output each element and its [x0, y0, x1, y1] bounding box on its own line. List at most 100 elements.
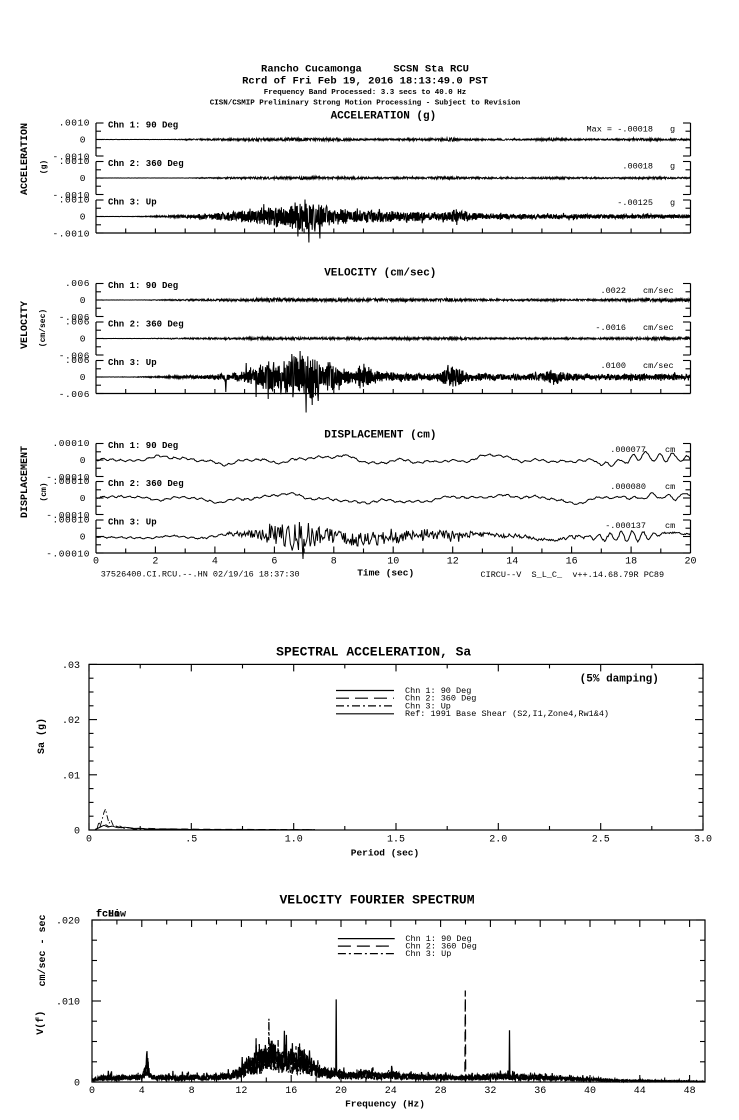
- svg-text:1.0: 1.0: [285, 835, 303, 846]
- svg-text:4: 4: [139, 1086, 145, 1097]
- svg-text:.000080: .000080: [610, 482, 646, 492]
- svg-text:-.0010: -.0010: [52, 151, 90, 162]
- svg-text:DISPLACEMENT: DISPLACEMENT: [20, 446, 31, 518]
- svg-text:Chn 1: 90 Deg: Chn 1: 90 Deg: [405, 686, 471, 696]
- svg-text:4: 4: [212, 557, 218, 568]
- svg-text:48: 48: [684, 1086, 696, 1097]
- svg-text:cm: cm: [665, 482, 675, 492]
- svg-text:.5: .5: [185, 835, 197, 846]
- svg-text:fcHi: fcHi: [96, 909, 120, 921]
- svg-text:40: 40: [584, 1086, 596, 1097]
- svg-text:SPECTRAL ACCELERATION, Sa: SPECTRAL ACCELERATION, Sa: [276, 645, 471, 660]
- svg-text:14: 14: [506, 557, 518, 568]
- svg-text:6: 6: [271, 557, 277, 568]
- svg-text:20: 20: [335, 1086, 347, 1097]
- svg-text:cm/sec: cm/sec: [643, 286, 674, 296]
- svg-text:0: 0: [93, 557, 99, 568]
- svg-text:Frequency Band Processed: 3.3: Frequency Band Processed: 3.3 secs to 40…: [264, 89, 467, 97]
- svg-text:0: 0: [80, 212, 86, 223]
- svg-text:0: 0: [89, 1086, 95, 1097]
- svg-text:0: 0: [80, 493, 86, 504]
- svg-text:CISN/CSMIP Preliminary Strong: CISN/CSMIP Preliminary Strong Motion Pro…: [210, 99, 521, 107]
- svg-text:Chn 3: Up: Chn 3: Up: [108, 358, 157, 368]
- svg-text:12: 12: [447, 557, 459, 568]
- svg-text:cm: cm: [665, 445, 675, 455]
- svg-text:.00010: .00010: [52, 438, 90, 449]
- svg-text:-.000137: -.000137: [605, 521, 646, 531]
- svg-text:2: 2: [152, 557, 158, 568]
- svg-text:.000077: .000077: [610, 445, 646, 455]
- svg-text:Max =: Max =: [587, 125, 613, 135]
- svg-text:ACCELERATION (g): ACCELERATION (g): [331, 110, 437, 122]
- svg-text:.02: .02: [62, 716, 80, 727]
- svg-text:Period (sec): Period (sec): [351, 848, 419, 859]
- svg-text:ACCELERATION: ACCELERATION: [20, 123, 31, 195]
- svg-text:44: 44: [634, 1086, 646, 1097]
- svg-text:12: 12: [235, 1086, 247, 1097]
- svg-text:28: 28: [435, 1086, 447, 1097]
- svg-text:Chn 2: 360 Deg: Chn 2: 360 Deg: [405, 942, 476, 952]
- svg-text:(g): (g): [40, 160, 49, 174]
- svg-text:0: 0: [80, 455, 86, 466]
- svg-text:Chn 1: 90 Deg: Chn 1: 90 Deg: [405, 934, 471, 944]
- svg-text:-.006: -.006: [59, 389, 90, 400]
- svg-text:0: 0: [80, 334, 86, 345]
- svg-text:-.0010: -.0010: [52, 190, 90, 201]
- svg-text:Chn 1: 90 Deg: Chn 1: 90 Deg: [108, 121, 178, 131]
- svg-text:24: 24: [385, 1086, 397, 1097]
- svg-text:fcLow: fcLow: [96, 909, 126, 921]
- svg-text:VELOCITY: VELOCITY: [20, 301, 31, 349]
- svg-text:Chn 2: 360 Deg: Chn 2: 360 Deg: [405, 694, 476, 704]
- svg-text:Chn 3: Up: Chn 3: Up: [108, 518, 157, 528]
- svg-text:cm/sec - sec: cm/sec - sec: [37, 914, 49, 986]
- svg-text:.0100: .0100: [600, 361, 626, 371]
- svg-text:Rancho Cucamonga SCSN Sta: Rancho Cucamonga SCSN Sta RCU: [261, 64, 469, 76]
- svg-text:Chn 3: Up: Chn 3: Up: [405, 949, 451, 959]
- svg-text:Sa (g): Sa (g): [36, 718, 48, 754]
- svg-text:.006: .006: [65, 278, 90, 289]
- svg-text:.03: .03: [62, 661, 80, 672]
- svg-text:(cm): (cm): [40, 482, 49, 501]
- svg-text:0: 0: [74, 827, 80, 838]
- svg-text:1.5: 1.5: [387, 835, 405, 846]
- svg-text:0: 0: [74, 1079, 80, 1090]
- svg-text:16: 16: [566, 557, 578, 568]
- svg-text:.00018: .00018: [622, 161, 653, 171]
- svg-text:Frequency (Hz): Frequency (Hz): [345, 1099, 425, 1110]
- svg-text:g: g: [670, 161, 675, 171]
- svg-text:.010: .010: [56, 998, 80, 1009]
- svg-text:-.006: -.006: [59, 350, 90, 361]
- svg-text:.006: .006: [65, 317, 90, 328]
- svg-text:.0010: .0010: [59, 156, 90, 167]
- svg-text:Chn 3: Up: Chn 3: Up: [108, 198, 157, 208]
- svg-text:20: 20: [684, 557, 696, 568]
- svg-text:VELOCITY FOURIER SPECTRUM: VELOCITY FOURIER SPECTRUM: [279, 893, 474, 908]
- svg-text:0: 0: [80, 295, 86, 306]
- svg-text:36: 36: [534, 1086, 546, 1097]
- svg-text:0: 0: [80, 372, 86, 383]
- svg-text:Chn 2: 360 Deg: Chn 2: 360 Deg: [108, 159, 184, 169]
- svg-text:10: 10: [387, 557, 399, 568]
- svg-text:-.006: -.006: [59, 312, 90, 323]
- svg-text:.00010: .00010: [52, 476, 90, 487]
- svg-text:Chn 1: 90 Deg: Chn 1: 90 Deg: [108, 281, 178, 291]
- svg-text:8: 8: [331, 557, 337, 568]
- svg-text:18: 18: [625, 557, 637, 568]
- svg-text:.0022: .0022: [600, 286, 626, 296]
- svg-text:-.00010: -.00010: [46, 548, 90, 559]
- svg-text:0: 0: [80, 532, 86, 543]
- svg-text:cm: cm: [665, 521, 675, 531]
- svg-text:37526400.CI.RCU.--.HN 02/19/16: 37526400.CI.RCU.--.HN 02/19/16 18:37:30: [101, 570, 300, 580]
- svg-text:Time (sec): Time (sec): [357, 568, 414, 579]
- svg-text:.01: .01: [62, 771, 80, 782]
- svg-text:.006: .006: [65, 355, 90, 366]
- svg-text:3.0: 3.0: [694, 835, 712, 846]
- svg-text:g: g: [670, 198, 675, 208]
- svg-text:cm/sec: cm/sec: [643, 323, 674, 333]
- svg-text:-.00010: -.00010: [46, 472, 90, 483]
- svg-text:Rcrd of Fri Feb 19, 2016 18:13: Rcrd of Fri Feb 19, 2016 18:13:49.0 PST: [242, 75, 488, 87]
- svg-text:-.00010: -.00010: [46, 510, 90, 521]
- svg-text:(5% damping): (5% damping): [580, 674, 659, 686]
- svg-text:Chn 1: 90 Deg: Chn 1: 90 Deg: [108, 441, 178, 451]
- svg-text:-.00018: -.00018: [617, 125, 653, 135]
